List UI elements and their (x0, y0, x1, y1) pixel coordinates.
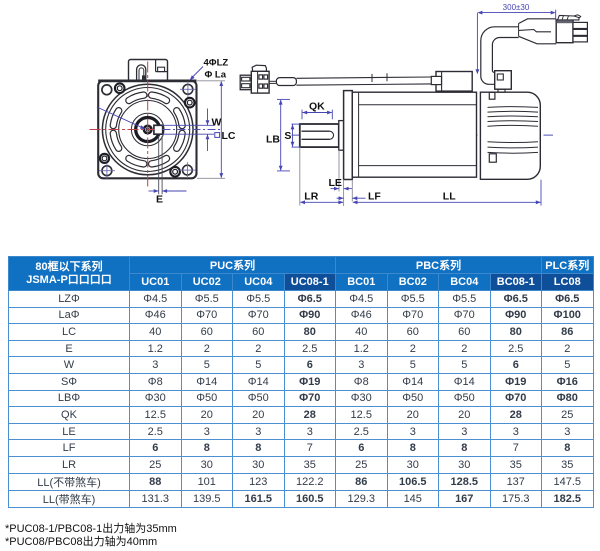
svg-text:LR: LR (304, 191, 318, 203)
svg-text:LC: LC (222, 130, 236, 142)
svg-text:LF: LF (368, 190, 381, 202)
svg-text:4ΦLZ: 4ΦLZ (204, 58, 229, 69)
svg-text:LE: LE (329, 177, 342, 189)
svg-text:S: S (284, 130, 291, 142)
svg-text:Φ La: Φ La (205, 70, 227, 81)
svg-text:LL: LL (443, 191, 456, 203)
svg-text:E: E (156, 193, 163, 205)
svg-text:LB: LB (266, 134, 280, 146)
svg-text:300±30: 300±30 (503, 3, 530, 12)
svg-text:W: W (212, 117, 222, 129)
svg-text:QK: QK (309, 101, 325, 113)
